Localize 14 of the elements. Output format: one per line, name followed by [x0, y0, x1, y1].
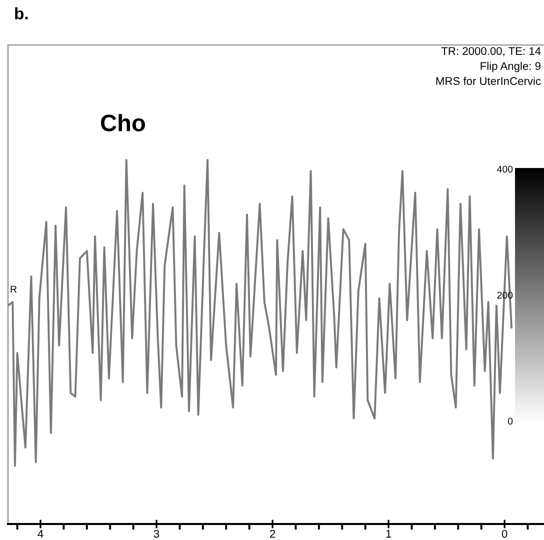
chart-title: b.: [15, 7, 28, 20]
x-tick-label: 1: [386, 530, 392, 538]
x-tick-label: 2: [270, 530, 276, 538]
annotation: 0: [508, 418, 513, 425]
text: Cho: [100, 114, 145, 132]
text: TR: 2000.00, TE: 14: [441, 47, 541, 56]
annotation: 200: [497, 292, 513, 299]
x-tick-label: 0: [502, 530, 508, 538]
annotation: R: [10, 286, 17, 293]
annotation: 400: [497, 166, 513, 173]
x-tick-label: 4: [38, 530, 44, 538]
x-tick-label: 3: [154, 530, 160, 538]
text: MRS for UterInCervic: [436, 76, 541, 85]
text: Flip Angle: 9: [480, 62, 540, 72]
